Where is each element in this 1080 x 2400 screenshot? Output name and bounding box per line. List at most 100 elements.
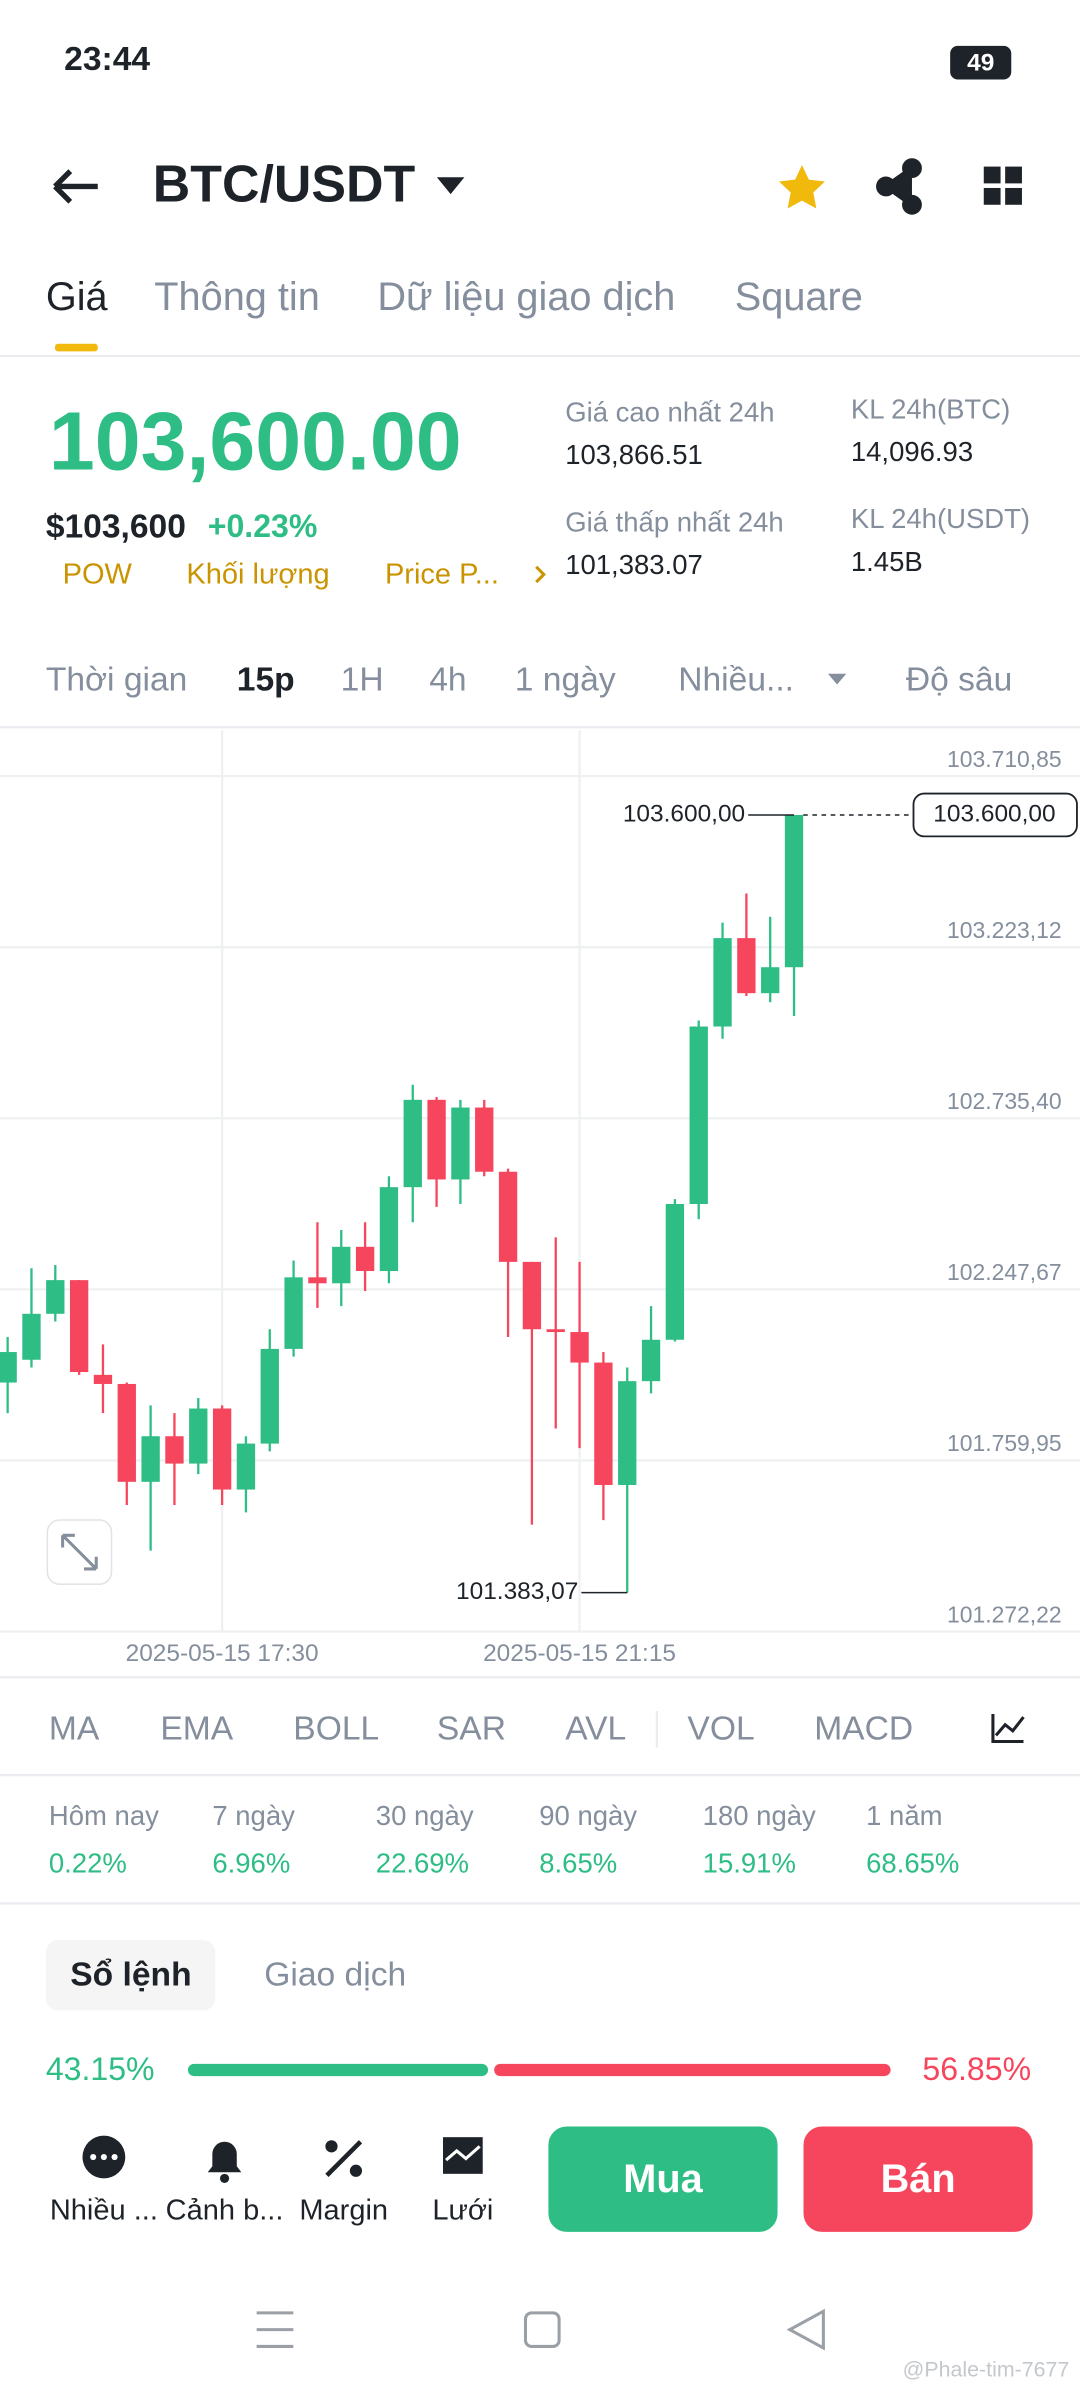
candle-body: [22, 1313, 41, 1360]
tab[interactable]: Dữ liệu giao dịch: [377, 275, 675, 319]
period-label: 90 ngày: [539, 1800, 637, 1831]
sell-ratio: 56.85%: [922, 2051, 1031, 2087]
stat-label: Giá thấp nhất 24h: [565, 506, 784, 537]
indicator[interactable]: MA: [49, 1711, 100, 1748]
tab[interactable]: Square: [735, 275, 863, 319]
tag[interactable]: Khối lượng: [186, 559, 329, 591]
timeframe[interactable]: 1 ngày: [515, 661, 616, 698]
candle-body: [332, 1246, 351, 1284]
candle-body: [93, 1374, 113, 1384]
back-button[interactable]: [53, 169, 98, 204]
more-dropdown[interactable]: [827, 673, 847, 685]
sell-button[interactable]: [803, 2126, 1033, 2232]
candle-body: [761, 967, 780, 994]
candle-chart: 101.272,22 101.759,95 102.247,67 102.735,40…: [0, 730, 1080, 1667]
period-label: Hôm nay: [49, 1800, 159, 1831]
period-label: 30 ngày: [376, 1800, 474, 1831]
period-value: 68.65%: [866, 1848, 959, 1879]
candle-body: [427, 1099, 446, 1180]
timeframe[interactable]: 1H: [341, 661, 384, 698]
buy-button[interactable]: [548, 2126, 778, 2232]
x-tick-label: 2025-05-15 21:15: [483, 1640, 676, 1667]
timeframe[interactable]: 15p: [237, 661, 295, 698]
period-value: 15.91%: [703, 1848, 796, 1879]
indicator[interactable]: BOLL: [293, 1711, 379, 1748]
pair-dropdown[interactable]: [436, 177, 465, 195]
order-tab[interactable]: Sổ lệnh: [70, 1957, 191, 1994]
indicator-settings[interactable]: [991, 1714, 1025, 1744]
buy-bar: [187, 2063, 489, 2077]
period-label: 1 năm: [866, 1800, 942, 1831]
tab-active-bg: [45, 1940, 216, 2011]
indicator[interactable]: AVL: [565, 1711, 626, 1748]
timeframe[interactable]: 4h: [429, 661, 466, 698]
y-tick-label: 101.272,22: [947, 1601, 1062, 1627]
nav-home[interactable]: [523, 2311, 561, 2348]
tab[interactable]: Giá: [46, 275, 109, 319]
tags-more[interactable]: [535, 565, 546, 584]
candle-body: [379, 1187, 399, 1272]
x-tick-label: 2025-05-15 17:30: [126, 1640, 319, 1667]
candle-body: [498, 1171, 518, 1262]
battery: [950, 45, 1012, 80]
candle-body: [141, 1436, 160, 1482]
action-label[interactable]: Lưới: [432, 2195, 493, 2227]
y-tick-label: 102.247,67: [947, 1259, 1062, 1285]
indicator[interactable]: SAR: [437, 1711, 506, 1748]
order-tab[interactable]: Giao dịch: [264, 1957, 406, 1994]
candle-body: [284, 1277, 303, 1349]
candle-body: [212, 1408, 232, 1490]
candle-body: [618, 1381, 637, 1485]
timeframe[interactable]: Thời gian: [46, 661, 188, 698]
action-label[interactable]: Margin: [299, 2195, 388, 2227]
indicator[interactable]: VOL: [687, 1711, 754, 1748]
stat-value: 14,096.93: [851, 436, 973, 467]
stat-value: 101,383.07: [565, 549, 703, 580]
tag[interactable]: POW: [63, 559, 133, 591]
candle-body: [475, 1107, 494, 1172]
y-tick-label: 103.223,12: [947, 917, 1062, 943]
nav-menu[interactable]: [256, 2311, 294, 2348]
stat-label: KL 24h(USDT): [851, 503, 1030, 534]
price-tag: [912, 792, 1078, 838]
period-value: 8.65%: [539, 1848, 617, 1879]
candle-body: [189, 1408, 208, 1464]
candle-body: [308, 1277, 327, 1284]
indicator[interactable]: MACD: [814, 1711, 913, 1748]
tab[interactable]: Thông tin: [154, 275, 320, 319]
share[interactable]: [876, 158, 922, 215]
period-value: 22.69%: [376, 1848, 469, 1879]
sell-bar: [494, 2063, 891, 2077]
action-label[interactable]: Nhiều ...: [50, 2195, 158, 2227]
timeframe[interactable]: Nhiều...: [678, 661, 794, 698]
candle-body: [713, 938, 732, 1027]
period-value: 6.96%: [212, 1848, 290, 1879]
timeframe[interactable]: Độ sâu: [906, 661, 1012, 698]
grid-menu[interactable]: [983, 166, 1022, 205]
candle-body: [522, 1261, 542, 1330]
period-value: 0.22%: [49, 1848, 127, 1879]
buy-ratio: 43.15%: [46, 2051, 155, 2087]
action-icons: [82, 2135, 483, 2183]
candle-body: [236, 1443, 256, 1490]
candle-body: [737, 938, 756, 994]
y-tick-label: 103.710,85: [947, 746, 1062, 772]
candle-body: [355, 1246, 375, 1272]
action-label[interactable]: Cảnh b...: [166, 2195, 284, 2227]
tag[interactable]: Price P...: [385, 559, 499, 591]
stat-label: KL 24h(BTC): [851, 393, 1010, 424]
candle-body: [570, 1332, 589, 1363]
period-label: 180 ngày: [703, 1800, 816, 1831]
candle-body: [451, 1107, 470, 1180]
battery-level: 49: [967, 50, 994, 77]
price-change: +0.23%: [208, 508, 318, 544]
favorite[interactable]: [779, 165, 825, 209]
stat-value: 1.45B: [851, 546, 923, 577]
candle-body: [403, 1099, 422, 1188]
candle-body: [165, 1436, 184, 1464]
indicator[interactable]: EMA: [160, 1711, 233, 1748]
nav-back[interactable]: [786, 2308, 825, 2351]
pair-title[interactable]: BTC/USDT: [153, 156, 416, 214]
